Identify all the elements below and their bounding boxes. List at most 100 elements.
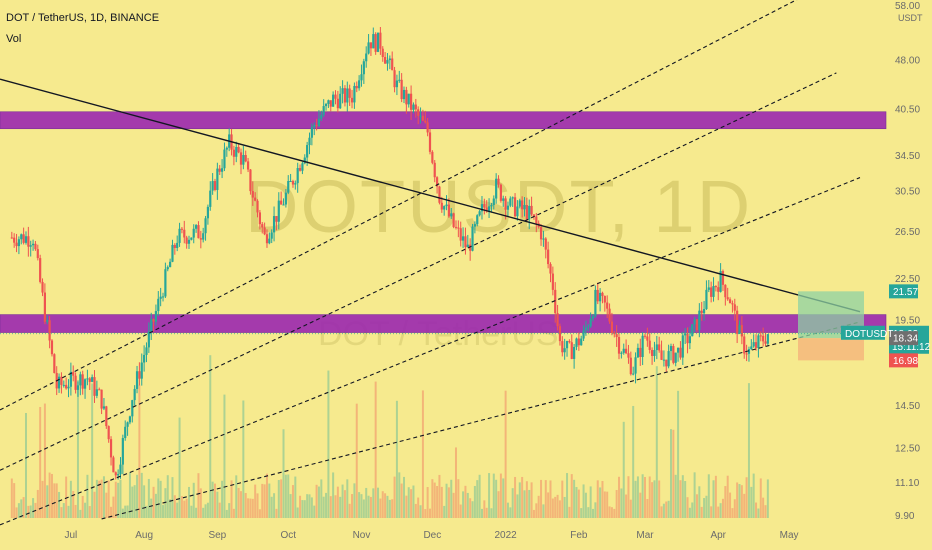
volume-bar bbox=[421, 390, 424, 518]
candle-body bbox=[24, 236, 28, 243]
volume-bar bbox=[627, 476, 630, 518]
candle-body bbox=[39, 258, 42, 282]
candle-body bbox=[43, 292, 46, 322]
candle-body bbox=[549, 264, 552, 274]
volume-bar bbox=[284, 474, 287, 518]
price-tick-label: 9.90 bbox=[895, 511, 915, 522]
candle-body bbox=[440, 202, 443, 210]
candle-body bbox=[634, 357, 637, 374]
candle-body bbox=[490, 205, 493, 207]
candle-body bbox=[176, 242, 179, 249]
candle-body bbox=[202, 233, 205, 240]
candle-body bbox=[258, 212, 261, 225]
candle-body bbox=[27, 236, 30, 247]
volume-bar bbox=[407, 487, 410, 518]
candle-body bbox=[244, 154, 247, 162]
volume-bar bbox=[128, 472, 131, 518]
candle-body bbox=[728, 299, 732, 304]
volume-bar bbox=[65, 476, 68, 518]
candle-body bbox=[154, 311, 158, 322]
candle-body bbox=[334, 94, 337, 99]
candle-body bbox=[450, 213, 453, 217]
volume-bar bbox=[596, 480, 599, 518]
volume-bar bbox=[27, 505, 30, 518]
candle-body bbox=[400, 79, 403, 100]
candle-body bbox=[313, 124, 316, 128]
time-tick-label: Dec bbox=[423, 530, 441, 541]
volume-bar bbox=[131, 486, 134, 518]
stop-badge-text: 16.98 bbox=[893, 356, 918, 367]
candle-body bbox=[62, 384, 65, 386]
volume-bar bbox=[20, 499, 23, 518]
candle-body bbox=[194, 225, 198, 229]
candle-body bbox=[192, 228, 195, 238]
volume-bar bbox=[277, 480, 280, 518]
candle-body bbox=[547, 249, 550, 265]
volume-bar bbox=[703, 498, 706, 518]
candle-body bbox=[22, 234, 25, 243]
candle-body bbox=[381, 48, 384, 57]
candle-body bbox=[100, 389, 103, 409]
volume-bar bbox=[138, 384, 141, 518]
candle-body bbox=[386, 60, 389, 64]
target-badge-box bbox=[889, 284, 918, 299]
candle-body bbox=[287, 181, 290, 193]
candle-body bbox=[469, 244, 472, 251]
volume-bar bbox=[41, 480, 44, 518]
volume-bar bbox=[740, 485, 743, 518]
volume-bar bbox=[712, 480, 715, 518]
candle-body bbox=[301, 163, 304, 171]
candle-body bbox=[565, 341, 569, 349]
volume-bar bbox=[29, 505, 32, 518]
volume-bar bbox=[563, 496, 566, 518]
candle-body bbox=[164, 269, 167, 297]
candle-body bbox=[665, 359, 668, 367]
candle-body bbox=[740, 325, 743, 337]
candle-body bbox=[31, 243, 35, 246]
candle-body bbox=[29, 245, 32, 247]
candle-body bbox=[736, 310, 739, 334]
candle-body bbox=[367, 42, 370, 54]
symbol-badge-box bbox=[841, 325, 885, 340]
candle-body bbox=[126, 422, 129, 427]
time-tick-label: Jul bbox=[64, 530, 77, 541]
candle-body bbox=[152, 319, 155, 322]
volume-bar bbox=[547, 492, 550, 518]
candle-body bbox=[147, 331, 150, 348]
candle-body bbox=[242, 154, 245, 165]
candle-body bbox=[523, 204, 526, 210]
volume-bar bbox=[499, 473, 502, 518]
volume-bar bbox=[202, 507, 205, 518]
candle-body bbox=[431, 151, 434, 163]
volume-bar bbox=[336, 486, 339, 518]
volume-bar bbox=[726, 475, 729, 518]
volume-bar bbox=[504, 390, 507, 518]
candle-body bbox=[752, 342, 755, 347]
volume-bar bbox=[62, 503, 65, 518]
candle-body bbox=[289, 181, 292, 183]
volume-bar bbox=[454, 447, 457, 518]
candle-body bbox=[426, 122, 429, 133]
candle-body bbox=[556, 313, 559, 327]
price-tick-label: 30.50 bbox=[895, 186, 920, 197]
candle-body bbox=[384, 56, 387, 64]
volume-bar bbox=[391, 499, 394, 518]
volume-bar bbox=[223, 394, 226, 518]
volume-bar bbox=[639, 492, 642, 518]
candle-body bbox=[435, 177, 439, 187]
candle-body bbox=[662, 359, 666, 361]
candle-body bbox=[339, 93, 342, 109]
volume-bar bbox=[412, 485, 415, 518]
candle-body bbox=[542, 238, 545, 240]
candle-body bbox=[46, 320, 49, 322]
volume-bar bbox=[540, 479, 543, 518]
volume-bar bbox=[497, 491, 500, 518]
candle-body bbox=[372, 34, 375, 49]
candle-body bbox=[443, 206, 446, 210]
candle-body bbox=[502, 198, 505, 201]
candle-body bbox=[405, 89, 408, 105]
candle-body bbox=[714, 286, 717, 288]
volume-bar bbox=[126, 505, 129, 518]
volume-bar bbox=[254, 484, 257, 518]
